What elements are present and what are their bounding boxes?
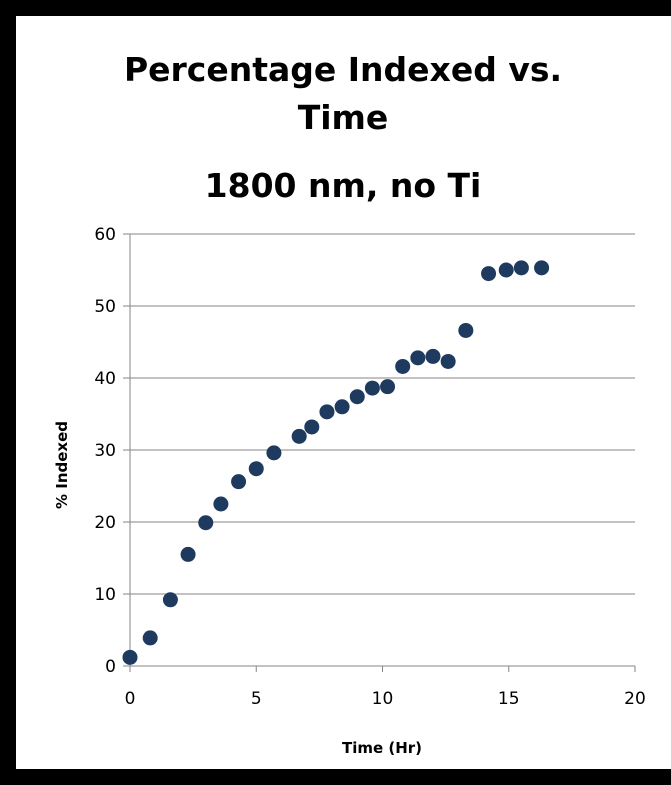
data-point [122,649,138,665]
data-point [440,353,456,369]
data-point [180,546,196,562]
data-point [425,348,441,364]
data-point [319,404,335,420]
y-tick-label: 40 [94,369,116,389]
data-point [266,445,282,461]
y-axis-title: % Indexed [53,421,71,509]
chart-title: Percentage Indexed vs. Time 1800 nm, no … [124,50,562,205]
gridlines [123,233,635,595]
data-point [534,260,550,276]
y-tick-label: 60 [94,225,116,245]
data-point [291,428,307,444]
chart-title-line-1: Percentage Indexed vs. [124,50,562,89]
y-tick-label: 50 [94,297,116,317]
x-tick-label: 15 [498,689,520,709]
data-points [122,260,550,665]
axes [123,234,636,672]
y-tick-label: 0 [105,657,116,677]
data-point [213,496,229,512]
chart-title-line-3: 1800 nm, no Ti [205,166,482,205]
chart-panel: Percentage Indexed vs. Time 1800 nm, no … [16,16,671,769]
y-tick-labels: 0 10 20 30 40 50 60 [94,225,116,677]
x-tick-label: 20 [624,689,646,709]
x-axis-title: Time (Hr) [342,739,422,757]
data-point [198,515,214,531]
data-point [248,461,264,477]
y-tick-label: 30 [94,441,116,461]
data-point [395,358,411,374]
x-tick-labels: 0 5 10 15 20 [125,689,646,709]
chart-title-line-2: Time [298,98,389,137]
data-point [142,630,158,646]
data-point [513,260,529,276]
data-point [349,389,365,405]
data-point [162,592,178,608]
data-point [334,399,350,415]
data-point [364,380,380,396]
data-point [481,266,497,282]
x-tick-label: 10 [372,689,394,709]
data-point [458,322,474,338]
x-tick-label: 0 [125,689,136,709]
data-point [498,262,514,278]
x-tick-label: 5 [251,689,262,709]
data-point [304,419,320,435]
scatter-chart: Percentage Indexed vs. Time 1800 nm, no … [53,50,646,757]
y-tick-label: 20 [94,513,116,533]
data-point [231,474,247,490]
data-point [410,350,426,366]
y-tick-label: 10 [94,585,116,605]
data-point [380,379,396,395]
